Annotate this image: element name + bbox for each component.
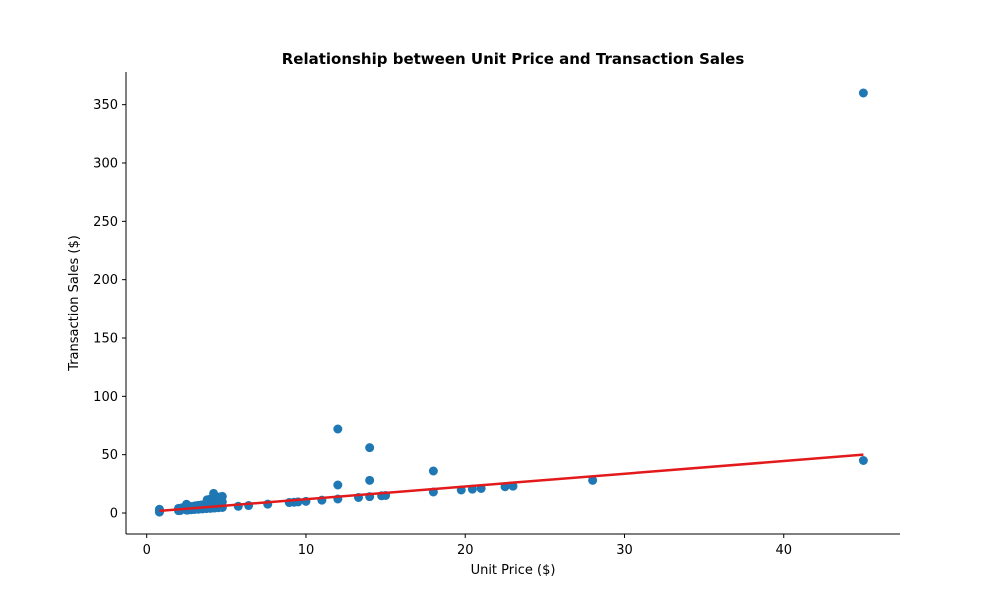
scatter-point bbox=[858, 456, 868, 465]
chart-title: Relationship between Unit Price and Tran… bbox=[282, 50, 745, 68]
x-tick-label: 30 bbox=[616, 543, 633, 558]
x-tick-label: 20 bbox=[457, 543, 474, 558]
y-tick-label: 50 bbox=[101, 448, 118, 463]
y-tick-label: 150 bbox=[93, 332, 118, 347]
x-axis-label: Unit Price ($) bbox=[471, 563, 556, 578]
x-tick-label: 40 bbox=[775, 543, 792, 558]
scatter-point bbox=[365, 443, 375, 453]
y-axis-ticks: 0 50 100 150 200 250 300 350 bbox=[93, 98, 126, 522]
y-tick-label: 0 bbox=[110, 507, 118, 522]
y-tick-label: 300 bbox=[93, 157, 118, 172]
scatter-point bbox=[588, 475, 598, 485]
x-tick-label: 10 bbox=[298, 543, 315, 558]
y-tick-label: 350 bbox=[93, 98, 118, 113]
x-axis-ticks: 0 10 20 30 40 bbox=[143, 534, 792, 558]
y-tick-label: 250 bbox=[93, 215, 118, 230]
scatter-point bbox=[217, 491, 227, 501]
y-tick-label: 100 bbox=[93, 390, 118, 405]
plot-area bbox=[154, 88, 868, 517]
scatter-point bbox=[428, 466, 438, 476]
scatter-point bbox=[365, 475, 375, 485]
trend-line bbox=[159, 453, 864, 513]
scatter-point bbox=[333, 424, 343, 434]
y-axis-label: Transaction Sales ($) bbox=[67, 235, 82, 372]
scatter-point bbox=[333, 480, 343, 490]
scatter-point bbox=[154, 504, 164, 514]
scatter-point bbox=[858, 88, 868, 98]
x-tick-label: 0 bbox=[143, 543, 151, 558]
y-tick-label: 200 bbox=[93, 273, 118, 288]
